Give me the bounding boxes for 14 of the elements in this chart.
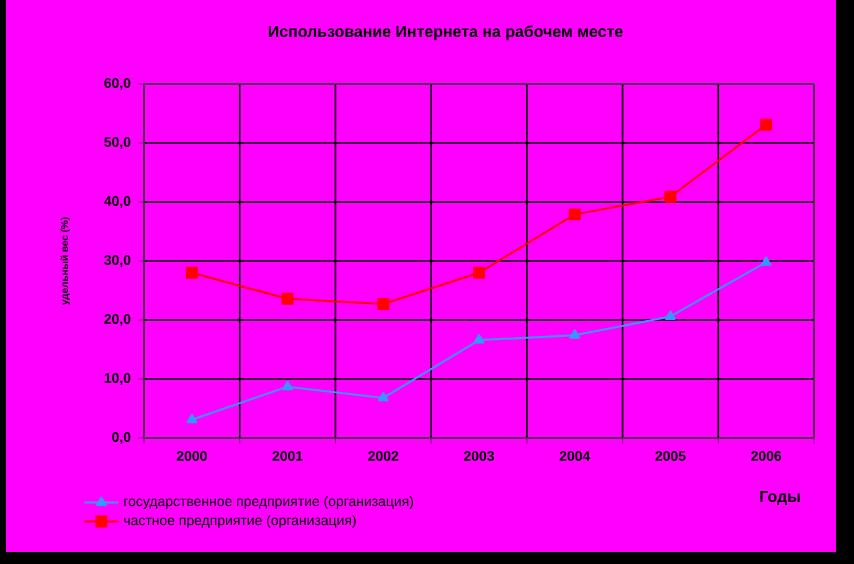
point bbox=[186, 413, 198, 424]
point bbox=[185, 266, 198, 279]
point bbox=[760, 118, 773, 131]
point bbox=[377, 298, 390, 311]
point bbox=[664, 190, 677, 203]
point bbox=[281, 292, 294, 305]
point bbox=[568, 208, 581, 221]
point bbox=[282, 380, 293, 391]
point bbox=[377, 391, 389, 402]
point bbox=[569, 329, 581, 339]
point bbox=[473, 334, 485, 344]
point bbox=[665, 310, 676, 320]
point bbox=[760, 256, 772, 266]
point bbox=[473, 266, 485, 279]
